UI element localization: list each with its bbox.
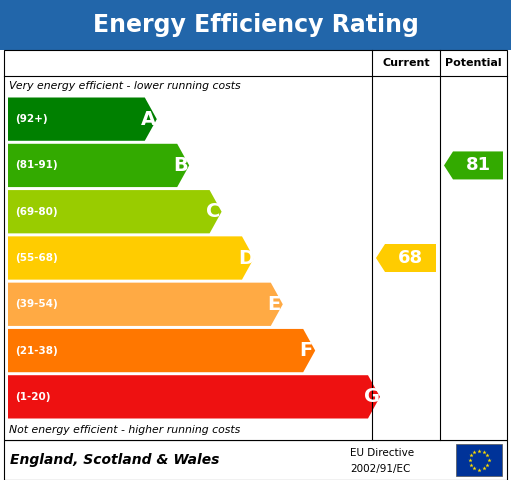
Text: G: G: [364, 387, 380, 407]
Bar: [4, 440, 507, 480]
Text: 81: 81: [466, 156, 491, 174]
Polygon shape: [8, 144, 189, 187]
Polygon shape: [8, 236, 254, 280]
Text: (92+): (92+): [15, 114, 48, 124]
Polygon shape: [8, 283, 283, 326]
Polygon shape: [444, 151, 503, 180]
Text: Not energy efficient - higher running costs: Not energy efficient - higher running co…: [9, 425, 240, 435]
Text: 68: 68: [398, 249, 423, 267]
Polygon shape: [8, 375, 380, 419]
Text: (55-68): (55-68): [15, 253, 58, 263]
Text: 2002/91/EC: 2002/91/EC: [350, 464, 410, 474]
Text: C: C: [205, 202, 220, 221]
Text: (81-91): (81-91): [15, 160, 58, 170]
Text: F: F: [299, 341, 312, 360]
Bar: [456, 444, 502, 476]
Text: (1-20): (1-20): [15, 392, 51, 402]
Text: B: B: [173, 156, 188, 175]
Text: Current: Current: [382, 58, 430, 68]
Polygon shape: [8, 329, 315, 372]
Text: A: A: [141, 109, 156, 129]
Text: Energy Efficiency Rating: Energy Efficiency Rating: [92, 13, 419, 37]
Polygon shape: [8, 97, 157, 141]
Text: (21-38): (21-38): [15, 346, 58, 356]
Text: EU Directive: EU Directive: [350, 448, 414, 458]
Text: E: E: [267, 295, 280, 314]
Text: D: D: [238, 249, 254, 267]
Text: Very energy efficient - lower running costs: Very energy efficient - lower running co…: [9, 81, 241, 91]
Text: Potential: Potential: [445, 58, 502, 68]
Polygon shape: [376, 244, 436, 272]
Text: (69-80): (69-80): [15, 207, 58, 216]
Bar: [0, 0, 511, 50]
Polygon shape: [8, 190, 222, 233]
Bar: [4, 50, 507, 440]
Text: (39-54): (39-54): [15, 300, 58, 309]
Text: England, Scotland & Wales: England, Scotland & Wales: [10, 453, 219, 467]
